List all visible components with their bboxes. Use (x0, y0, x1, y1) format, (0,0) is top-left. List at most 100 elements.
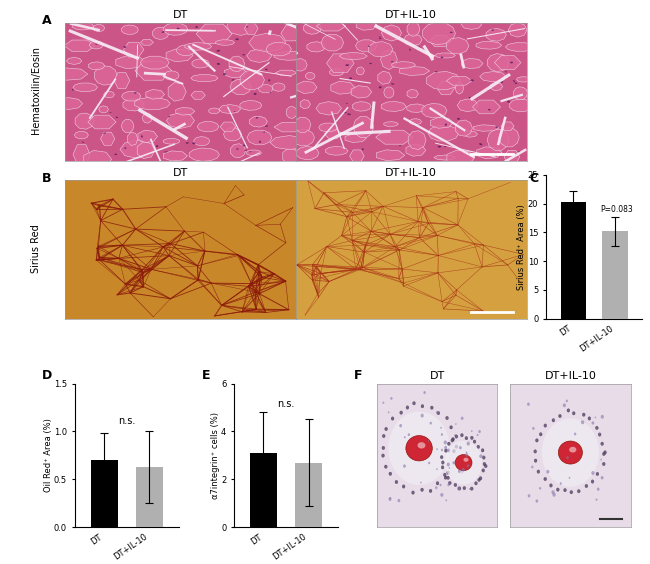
Circle shape (436, 411, 439, 414)
Polygon shape (249, 33, 286, 52)
Circle shape (400, 411, 402, 415)
Circle shape (527, 403, 530, 406)
Circle shape (454, 434, 456, 437)
Ellipse shape (493, 153, 497, 155)
Circle shape (465, 453, 468, 457)
Ellipse shape (259, 141, 261, 143)
Circle shape (544, 424, 547, 428)
Title: DT: DT (430, 371, 445, 381)
Polygon shape (461, 19, 482, 29)
Circle shape (441, 461, 444, 464)
Polygon shape (240, 70, 265, 90)
Polygon shape (508, 23, 527, 37)
Polygon shape (464, 131, 478, 137)
Circle shape (481, 448, 484, 452)
Circle shape (447, 471, 450, 474)
Circle shape (461, 417, 463, 420)
Bar (603, 231, 627, 319)
Polygon shape (514, 87, 528, 100)
Ellipse shape (349, 77, 352, 79)
Polygon shape (292, 129, 315, 146)
Circle shape (581, 420, 584, 424)
Circle shape (473, 440, 476, 443)
Polygon shape (219, 104, 240, 114)
Ellipse shape (406, 435, 432, 461)
Ellipse shape (500, 81, 503, 83)
Polygon shape (382, 25, 402, 41)
Polygon shape (473, 125, 499, 131)
Circle shape (388, 411, 389, 413)
Circle shape (528, 494, 530, 497)
Circle shape (450, 426, 452, 429)
Circle shape (411, 491, 415, 494)
Circle shape (539, 487, 541, 490)
Ellipse shape (141, 135, 143, 138)
Circle shape (404, 436, 406, 438)
Ellipse shape (457, 118, 460, 120)
Polygon shape (122, 25, 138, 34)
Polygon shape (166, 113, 194, 129)
Polygon shape (318, 123, 337, 132)
Polygon shape (166, 49, 193, 61)
Circle shape (423, 391, 426, 394)
Ellipse shape (268, 79, 270, 81)
Polygon shape (270, 135, 309, 149)
Circle shape (447, 448, 450, 452)
Circle shape (446, 416, 448, 420)
Circle shape (408, 433, 410, 436)
Circle shape (385, 428, 387, 431)
Polygon shape (246, 150, 261, 156)
Circle shape (397, 499, 400, 503)
Circle shape (444, 476, 447, 479)
Circle shape (390, 397, 393, 400)
Ellipse shape (391, 61, 393, 62)
Ellipse shape (418, 47, 421, 48)
Circle shape (458, 487, 461, 490)
Circle shape (569, 477, 570, 479)
Circle shape (566, 399, 568, 402)
Polygon shape (274, 122, 307, 132)
Ellipse shape (471, 80, 474, 81)
Circle shape (451, 439, 454, 442)
Polygon shape (294, 117, 311, 133)
Polygon shape (266, 42, 291, 56)
Ellipse shape (495, 126, 498, 128)
Polygon shape (209, 108, 220, 114)
Circle shape (551, 490, 554, 494)
Circle shape (462, 468, 465, 472)
Circle shape (552, 493, 556, 497)
Polygon shape (408, 131, 426, 149)
Polygon shape (73, 83, 98, 91)
Polygon shape (406, 144, 426, 156)
Circle shape (478, 430, 481, 433)
Circle shape (482, 469, 485, 472)
Polygon shape (220, 122, 236, 131)
Circle shape (399, 424, 402, 428)
Ellipse shape (491, 29, 494, 30)
Polygon shape (351, 86, 372, 98)
Ellipse shape (82, 142, 84, 143)
Circle shape (445, 449, 447, 452)
Circle shape (440, 455, 443, 459)
Polygon shape (101, 132, 115, 146)
Circle shape (447, 442, 450, 446)
Circle shape (552, 418, 555, 422)
Polygon shape (240, 100, 262, 111)
Circle shape (389, 497, 391, 499)
Circle shape (441, 449, 443, 451)
Polygon shape (434, 155, 456, 160)
Y-axis label: Sirius Red⁺ Area (%): Sirius Red⁺ Area (%) (517, 204, 526, 290)
Ellipse shape (345, 64, 349, 66)
Ellipse shape (265, 69, 268, 70)
Polygon shape (428, 125, 459, 141)
Ellipse shape (469, 97, 471, 98)
Ellipse shape (255, 117, 258, 118)
Polygon shape (272, 83, 285, 91)
Ellipse shape (186, 142, 188, 144)
Circle shape (532, 427, 535, 430)
Polygon shape (504, 151, 520, 164)
Circle shape (457, 487, 460, 491)
Circle shape (421, 413, 424, 417)
Polygon shape (369, 42, 393, 57)
Polygon shape (430, 117, 453, 128)
